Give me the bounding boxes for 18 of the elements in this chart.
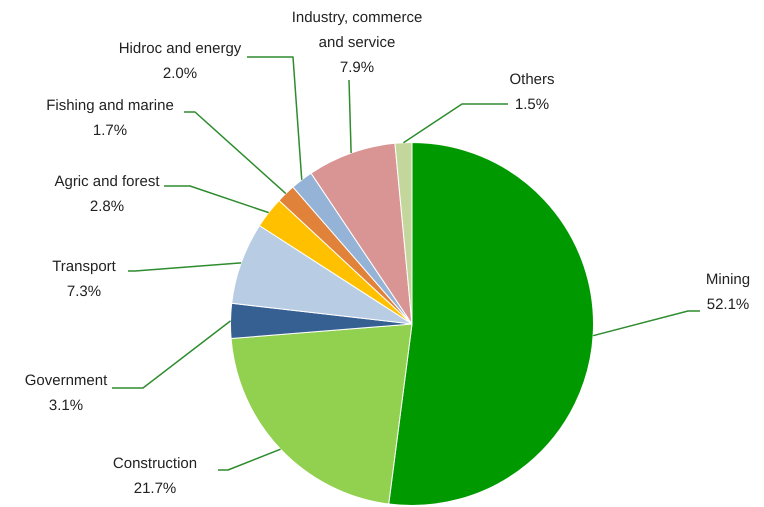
data-label: 2.0% xyxy=(162,65,198,82)
data-label: 7.9% xyxy=(340,59,374,76)
slice-label: Hidroc and energy xyxy=(118,40,242,58)
data-label: 7.3% xyxy=(66,283,102,300)
data-label: 1.7% xyxy=(92,122,128,140)
slice-label: Fishing and marine xyxy=(46,97,174,114)
data-label: 3.1% xyxy=(48,397,84,414)
data-label: 52.1% xyxy=(706,296,750,314)
slice-label: Industry, commerce and service xyxy=(292,9,422,52)
slice-label: Government xyxy=(24,372,108,390)
slice-label: Others xyxy=(509,71,555,88)
data-label: 1.5% xyxy=(514,96,550,114)
slice-label: Mining xyxy=(706,271,750,288)
slice-label: Transport xyxy=(52,258,117,276)
slice-label: Construction xyxy=(112,455,198,472)
slice-label: Agric and forest xyxy=(54,173,160,190)
data-label: 2.8% xyxy=(90,198,124,216)
data-label: 21.7% xyxy=(134,480,176,498)
